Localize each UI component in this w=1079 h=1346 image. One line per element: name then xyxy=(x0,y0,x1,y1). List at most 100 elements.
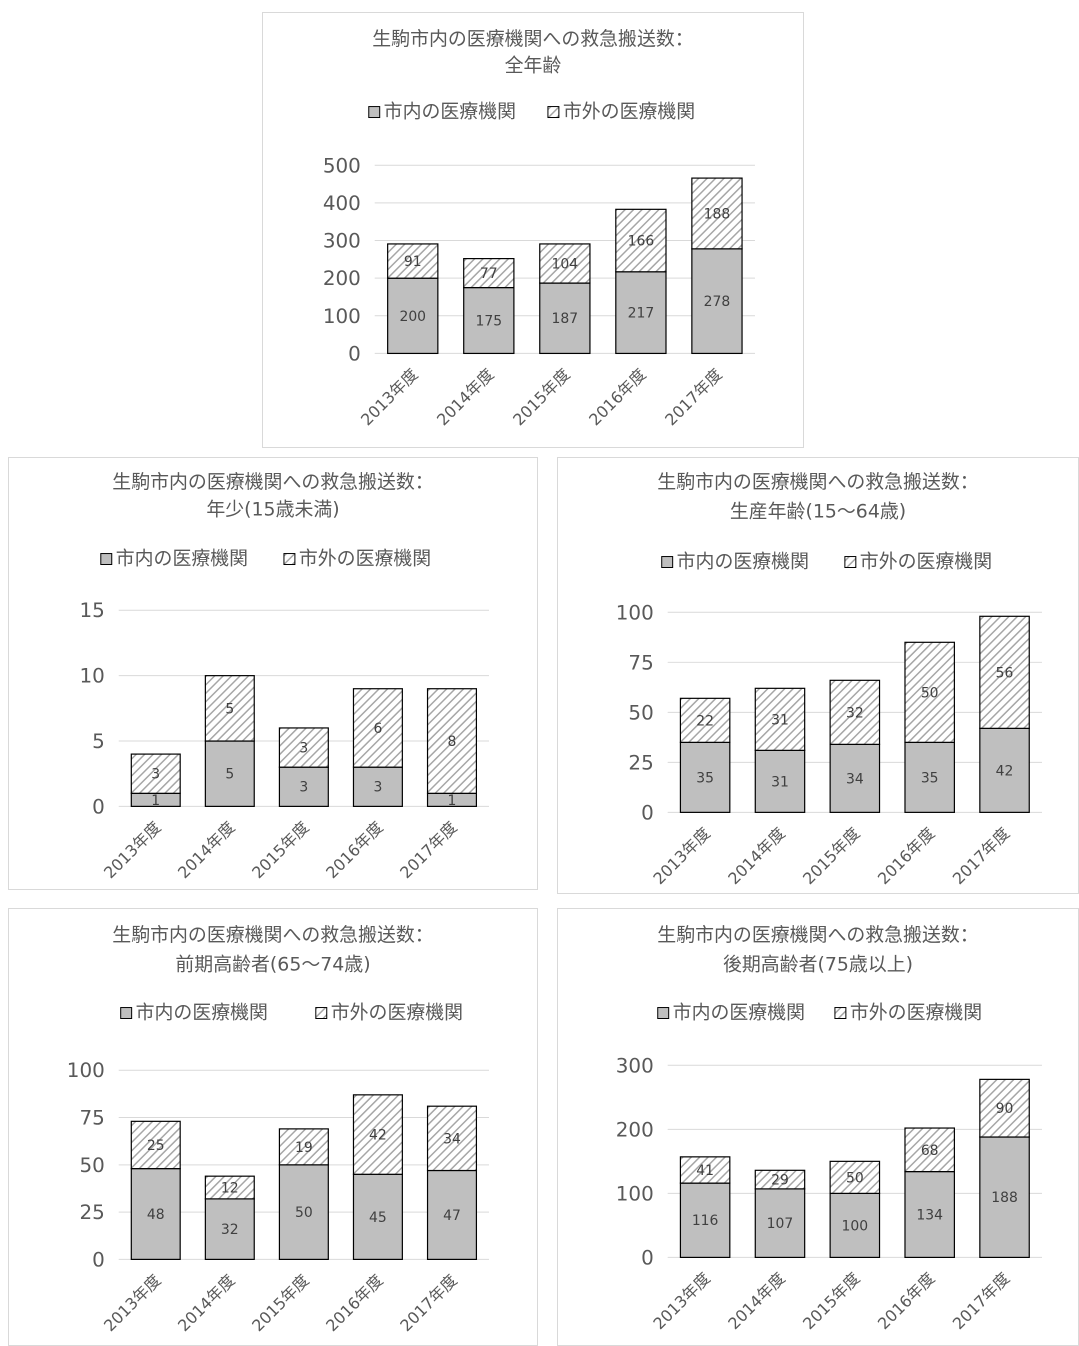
x-tick-label: 2013年度 xyxy=(100,818,165,883)
bar-inside xyxy=(278,1164,329,1260)
bar-inside xyxy=(691,248,743,355)
chart-title: 生駒市内の医療機関への救急搬送数： xyxy=(112,924,433,946)
bar-outside xyxy=(615,208,667,273)
data-label: 50 xyxy=(921,685,939,701)
legend-label: 市外の医療機関 xyxy=(299,548,431,570)
chart-panel-early-elderly: 生駒市内の医療機関への救急搬送数： 前期高齢者(65～74歳) 市内の医療機関 市外の… xyxy=(8,908,538,1346)
x-tick-label: 2013年度 xyxy=(357,365,422,430)
chart-panel-all-ages: 生駒市内の医療機関への救急搬送数： 全年齢 市内の医療機関 市外の医療機関 0 100 20… xyxy=(262,12,804,448)
bar-inside xyxy=(904,741,955,813)
x-tick-label: 2013年度 xyxy=(649,1269,714,1334)
y-tick-label: 200 xyxy=(616,1118,654,1141)
data-label: 175 xyxy=(476,313,503,329)
data-label: 12 xyxy=(221,1180,239,1196)
y-tick-label: 50 xyxy=(628,701,653,724)
bar-outside xyxy=(754,687,806,751)
bar-inside xyxy=(754,749,806,813)
bar-inside xyxy=(352,1173,403,1260)
bar-outside xyxy=(679,697,731,743)
bar-outside xyxy=(829,679,881,745)
bar-outside xyxy=(754,1169,806,1190)
data-label: 116 xyxy=(692,1213,719,1229)
chart-panel-working-age: 生駒市内の医療機関への救急搬送数： 生産年齢(15～64歳) 市内の医療機関 市外の医… xyxy=(557,457,1079,894)
bar-outside xyxy=(352,1094,403,1175)
legend-label: 市内の医療機関 xyxy=(384,101,516,123)
x-tick-label: 2013年度 xyxy=(649,824,714,889)
bar-outside xyxy=(426,1105,478,1172)
data-label: 8 xyxy=(448,734,457,750)
bar-outside xyxy=(278,727,329,768)
legend-label: 市内の医療機関 xyxy=(673,1001,805,1023)
y-tick-label: 0 xyxy=(92,1248,105,1271)
chart-svg: 生駒市内の医療機関への救急搬送数： 年少(15歳未満) 市内の医療機関 市外の医療機関… xyxy=(79,471,489,883)
data-label: 91 xyxy=(404,254,422,270)
data-label: 45 xyxy=(369,1210,387,1226)
y-tick-label: 0 xyxy=(641,1246,654,1269)
y-tick-label: 400 xyxy=(323,192,361,215)
bar-inside xyxy=(204,740,255,807)
x-tick-label: 2014年度 xyxy=(724,824,789,889)
data-label: 100 xyxy=(842,1218,869,1234)
bar-inside xyxy=(426,1169,478,1260)
x-tick-label: 2014年度 xyxy=(174,1271,239,1336)
x-tick-label: 2016年度 xyxy=(874,824,939,889)
x-tick-label: 2013年度 xyxy=(100,1271,165,1336)
y-tick-label: 25 xyxy=(79,1201,104,1224)
data-label: 166 xyxy=(628,234,655,250)
bar-outside xyxy=(387,243,439,279)
chart-title: 生駒市内の医療機関への救急搬送数： xyxy=(657,924,978,946)
y-tick-label: 0 xyxy=(92,795,105,818)
data-label: 77 xyxy=(480,266,498,282)
legend-swatch xyxy=(657,1007,670,1019)
chart-panel-late-elderly: 生駒市内の医療機関への救急搬送数： 後期高齢者(75歳以上) 市内の医療機関 市外の医… xyxy=(557,908,1079,1346)
bar-inside xyxy=(539,282,591,355)
legend-swatch xyxy=(834,1007,847,1019)
y-tick-label: 100 xyxy=(323,305,361,328)
legend-swatch xyxy=(315,1007,328,1019)
data-label: 32 xyxy=(221,1222,239,1238)
data-label: 5 xyxy=(225,701,234,717)
data-label: 35 xyxy=(921,770,939,786)
x-tick-label: 2017年度 xyxy=(661,365,726,430)
chart-panel-youth: 生駒市内の医療機関への救急搬送数： 年少(15歳未満) 市内の医療機関 市外の医療機関… xyxy=(8,457,538,890)
chart-title: 生駒市内の医療機関への救急搬送数： xyxy=(657,471,978,493)
chart-svg: 生駒市内の医療機関への救急搬送数： 後期高齢者(75歳以上) 市内の医療機関 市外の医… xyxy=(616,924,1042,1334)
y-tick-label: 500 xyxy=(323,154,361,177)
data-label: 34 xyxy=(443,1131,461,1147)
y-tick-label: 5 xyxy=(92,730,105,753)
y-tick-label: 100 xyxy=(616,1182,654,1205)
bar-outside xyxy=(979,615,1030,729)
data-label: 48 xyxy=(147,1207,165,1223)
chart-title: 生駒市内の医療機関への救急搬送数： xyxy=(372,28,693,50)
bar-inside xyxy=(387,277,439,355)
x-tick-label: 2017年度 xyxy=(396,1271,461,1336)
bar-outside xyxy=(278,1128,329,1166)
legend-swatch xyxy=(661,556,674,568)
y-tick-label: 100 xyxy=(67,1059,105,1082)
x-tick-label: 2017年度 xyxy=(949,1269,1014,1334)
y-tick-label: 0 xyxy=(348,342,361,365)
data-label: 187 xyxy=(552,311,579,327)
data-label: 1 xyxy=(448,793,457,809)
data-label: 278 xyxy=(704,294,731,310)
x-tick-label: 2015年度 xyxy=(509,365,574,430)
chart-title: 生駒市内の医療機関への救急搬送数： xyxy=(112,471,433,493)
data-label: 134 xyxy=(916,1207,943,1223)
data-label: 22 xyxy=(696,713,714,729)
chart-title: 年少(15歳未満) xyxy=(206,499,339,521)
x-tick-label: 2016年度 xyxy=(322,818,387,883)
bar-inside xyxy=(904,1170,955,1258)
legend-swatch xyxy=(844,556,857,568)
x-tick-label: 2015年度 xyxy=(799,824,864,889)
bar-outside xyxy=(204,675,255,742)
y-tick-label: 10 xyxy=(79,665,104,688)
legend-label: 市内の医療機関 xyxy=(136,1001,268,1023)
data-label: 47 xyxy=(443,1208,461,1224)
x-tick-label: 2015年度 xyxy=(248,818,313,883)
x-tick-label: 2016年度 xyxy=(585,365,650,430)
y-tick-label: 200 xyxy=(323,267,361,290)
bar-outside xyxy=(539,243,591,284)
legend-label: 市内の医療機関 xyxy=(677,550,809,572)
bar-inside xyxy=(130,1168,181,1260)
